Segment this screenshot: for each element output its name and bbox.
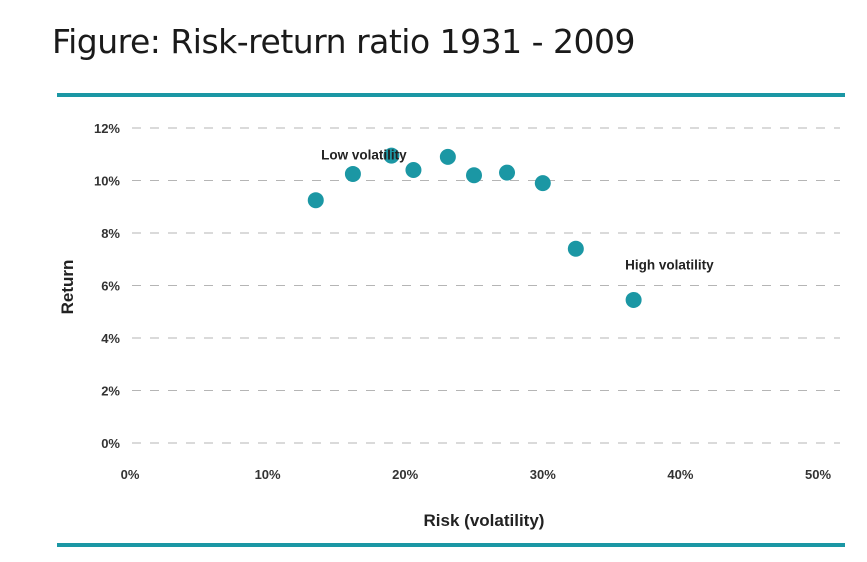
y-tick-labels: 0% 2% 4% 6% 8% 10% 12% (94, 121, 120, 451)
y-tick-label: 6% (101, 279, 120, 294)
scatter-point (344, 165, 361, 182)
grid-lines (132, 127, 840, 444)
bottom-rule (57, 543, 845, 547)
x-tick-label: 30% (530, 467, 556, 482)
y-tick-label: 4% (101, 331, 120, 346)
data-points (307, 147, 642, 308)
scatter-point (534, 175, 551, 192)
scatter-point (499, 164, 516, 181)
scatter-point (625, 291, 642, 308)
x-tick-label: 10% (255, 467, 281, 482)
top-rule (57, 93, 845, 97)
scatter-point (383, 147, 400, 164)
x-tick-labels: 0% 10% 20% 30% 40% 50% (121, 467, 832, 482)
y-tick-label: 8% (101, 226, 120, 241)
annotations: Low volatility High volatility (321, 147, 714, 272)
scatter-point (405, 162, 422, 178)
x-tick-label: 0% (121, 467, 140, 482)
x-tick-label: 20% (392, 467, 418, 482)
y-tick-label: 2% (101, 384, 120, 399)
annotation-label: Low volatility (321, 147, 407, 162)
y-tick-label: 12% (94, 121, 120, 136)
y-axis-label: Return (58, 260, 77, 315)
scatter-point (439, 148, 456, 165)
x-tick-label: 50% (805, 467, 831, 482)
scatter-point (307, 192, 324, 209)
scatter-point (466, 167, 482, 184)
scatter-point (567, 240, 584, 257)
page-title: Figure: Risk-return ratio 1931 - 2009 (52, 22, 636, 61)
annotation-label: High volatility (625, 258, 714, 273)
y-tick-label: 10% (94, 174, 120, 189)
x-axis-label: Risk (volatility) (424, 511, 545, 530)
y-tick-label: 0% (101, 436, 120, 451)
x-tick-label: 40% (667, 467, 693, 482)
